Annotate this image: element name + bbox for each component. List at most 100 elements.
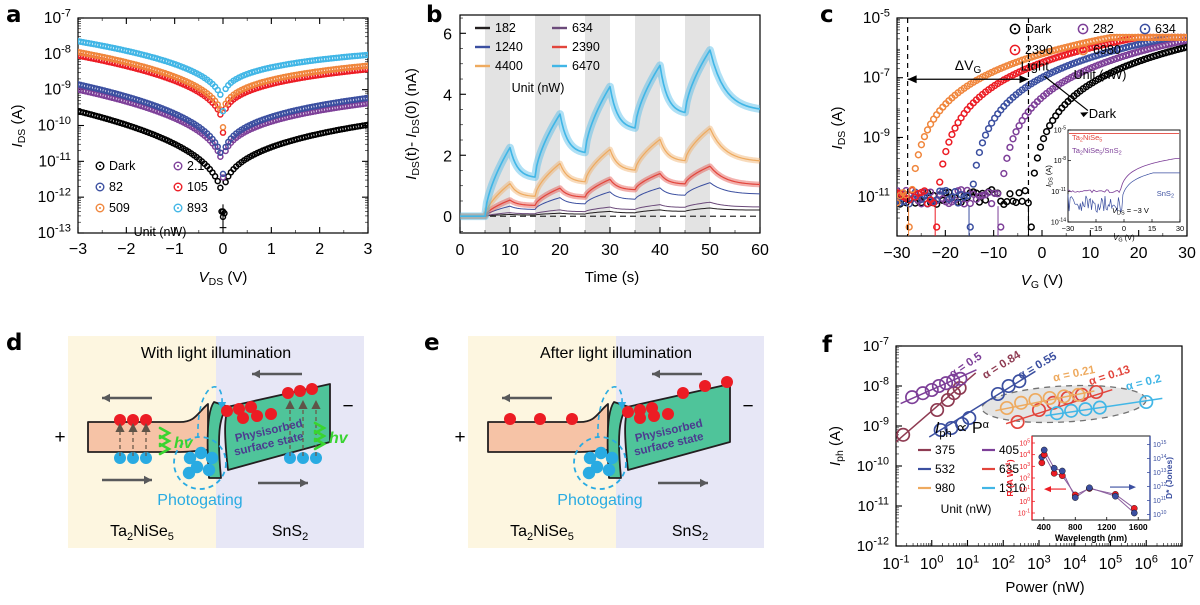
svg-text:1: 1 [267, 241, 276, 258]
svg-text:1200: 1200 [1097, 522, 1116, 532]
svg-text:30: 30 [1176, 224, 1184, 233]
panel-d-label: d [6, 330, 22, 356]
panel-b-y-axis-label: IDS(t)- IDS(0) (nA) [403, 68, 422, 180]
svg-text:105: 105 [1099, 553, 1122, 573]
svg-text:104: 104 [1019, 450, 1030, 459]
svg-text:−: − [342, 396, 353, 417]
svg-text:10-8: 10-8 [863, 376, 889, 395]
svg-text:−1: −1 [166, 241, 184, 258]
panel-c-y-axis-label: IDS (A) [829, 107, 848, 150]
panel-f-inset: 10-1100101102103104105101010111012101310… [1005, 436, 1174, 543]
svg-text:20: 20 [551, 242, 569, 259]
svg-text:6470: 6470 [572, 59, 600, 73]
panel-d: d With light illumination + − Photogating Ph… [0, 330, 400, 605]
panel-c-inset: 10-5 10-8 10-11 10-14−30 −15 0 15 30 IDS (A) VG (… [1044, 126, 1184, 244]
svg-text:15: 15 [1148, 224, 1156, 233]
svg-text:105: 105 [1019, 439, 1030, 448]
svg-text:1010: 1010 [1153, 510, 1167, 519]
panel-f-y-ticks: 10-7 10-8 10-9 10-10 10-11 10-12 [857, 336, 902, 555]
panel-d-diagram: With light illumination+−PhotogatingPhys… [0, 330, 400, 605]
panel-a-chart: 10-710-810-910-1010-1110-1210-13 −3 −2 −1 0… [0, 0, 400, 310]
svg-text:101: 101 [956, 553, 979, 573]
panel-b-label: b [426, 2, 442, 28]
svg-text:20: 20 [1130, 245, 1148, 262]
svg-text:10-9: 10-9 [863, 127, 890, 147]
panel-b-x-axis-label: Time (s) [585, 269, 639, 286]
svg-text:0: 0 [443, 209, 452, 226]
svg-text:2: 2 [315, 241, 324, 258]
panel-c-x-ticks: −30 −20 −10 0 10 20 30 [883, 230, 1196, 262]
panel-b: b 0 2 4 6 0 10 20 30 40 50 60 IDS(t)- IDS(0) (nA)… [400, 0, 800, 310]
svg-text:+: + [54, 427, 65, 448]
svg-text:980: 980 [935, 481, 955, 495]
svg-text:Dark: Dark [1089, 106, 1117, 121]
svg-text:−3: −3 [69, 241, 87, 258]
panel-e: e After light illumination + − Photogating P… [400, 330, 800, 605]
panel-a-series [76, 39, 371, 228]
svg-text:IDS (A): IDS (A) [9, 105, 28, 148]
svg-text:Iph (A): Iph (A) [827, 426, 846, 466]
svg-text:10-5: 10-5 [1054, 126, 1066, 135]
svg-text:282: 282 [1093, 22, 1114, 36]
svg-text:0: 0 [219, 241, 228, 258]
svg-text:10-11: 10-11 [38, 151, 71, 171]
svg-text:106: 106 [1135, 553, 1158, 573]
svg-text:10-12: 10-12 [857, 536, 889, 555]
svg-text:hv: hv [329, 430, 349, 447]
svg-text:IDS (A): IDS (A) [829, 107, 848, 150]
svg-text:Unit (nW): Unit (nW) [1074, 68, 1127, 82]
svg-text:2: 2 [443, 148, 452, 165]
svg-text:1600: 1600 [1129, 522, 1148, 532]
svg-text:With light illumination: With light illumination [141, 345, 291, 362]
svg-text:400: 400 [1037, 522, 1051, 532]
svg-text:6980: 6980 [1093, 43, 1121, 57]
panel-f-y-axis-label: Iph (A) [827, 426, 846, 466]
svg-text:893: 893 [187, 201, 208, 215]
panel-c-y-ticks: 10-510-710-910-11 [857, 7, 903, 218]
svg-text:Photogating: Photogating [157, 492, 242, 509]
panel-b-y-ticks: 0 2 4 6 [443, 18, 466, 231]
panel-b-chart: 0 2 4 6 0 10 20 30 40 50 60 IDS(t)- IDS(0) (nA) T… [400, 0, 800, 310]
svg-text:0: 0 [1122, 224, 1126, 233]
panel-f-x-axis-label: Power (nW) [1005, 579, 1084, 596]
svg-text:Unit (nW): Unit (nW) [134, 225, 187, 239]
svg-text:10-7: 10-7 [44, 7, 71, 27]
panel-e-diagram: After light illumination+−PhotogatingPhy… [400, 330, 800, 605]
svg-text:105: 105 [187, 180, 208, 194]
panel-c: c 10-5 10-7 10-9 10-11 −30 −20 −10 0 10 20 30 ΔVG… [800, 0, 1200, 310]
svg-text:−30: −30 [1062, 224, 1075, 233]
svg-text:405: 405 [999, 443, 1019, 457]
svg-text:10-8: 10-8 [1054, 156, 1066, 165]
svg-text:60: 60 [751, 242, 769, 259]
svg-text:103: 103 [1019, 462, 1030, 471]
svg-text:ΔVG: ΔVG [955, 57, 982, 76]
svg-text:10-11: 10-11 [858, 496, 890, 515]
svg-text:Wavelength (nm): Wavelength (nm) [1055, 533, 1127, 543]
svg-text:4: 4 [443, 87, 452, 104]
svg-text:2390: 2390 [1025, 43, 1053, 57]
svg-text:102: 102 [992, 553, 1015, 573]
svg-text:D* (Jones): D* (Jones) [1164, 457, 1174, 499]
svg-text:50: 50 [701, 242, 719, 259]
svg-text:Iph ∝ Pα: Iph ∝ Pα [935, 419, 990, 440]
svg-text:10-11: 10-11 [1051, 187, 1066, 196]
svg-text:Dark: Dark [109, 159, 136, 173]
svg-text:509: 509 [109, 201, 130, 215]
svg-text:104: 104 [1063, 553, 1086, 573]
svg-text:Unit (nW): Unit (nW) [941, 502, 992, 516]
svg-text:107: 107 [1170, 553, 1193, 573]
svg-text:2.1: 2.1 [187, 159, 204, 173]
panel-a: a 10-7 10-8 10-9 10-10 10-11 10-12 10-13 −3 −2−… [0, 0, 400, 310]
panel-f: f 10-7 10-8 10-9 10-10 10-11 10-12 10-1 100 101… [800, 330, 1200, 605]
svg-text:375: 375 [935, 443, 955, 457]
svg-text:6: 6 [443, 26, 452, 43]
svg-text:10-13: 10-13 [38, 222, 71, 242]
svg-text:10-8: 10-8 [44, 43, 71, 63]
panel-c-chart: 10-5 10-7 10-9 10-11 −30 −20 −10 0 10 20 30 ΔVG Li… [800, 0, 1200, 310]
svg-text:10-12: 10-12 [38, 187, 71, 207]
svg-text:800: 800 [1068, 522, 1082, 532]
panel-f-label: f [822, 332, 832, 358]
svg-text:IDS(t)- IDS(0) (nA): IDS(t)- IDS(0) (nA) [403, 68, 422, 180]
svg-text:−30: −30 [883, 245, 910, 262]
panel-f-x-ticks: 10-1 100 101 102 103 104 105 106 107 [882, 540, 1193, 573]
